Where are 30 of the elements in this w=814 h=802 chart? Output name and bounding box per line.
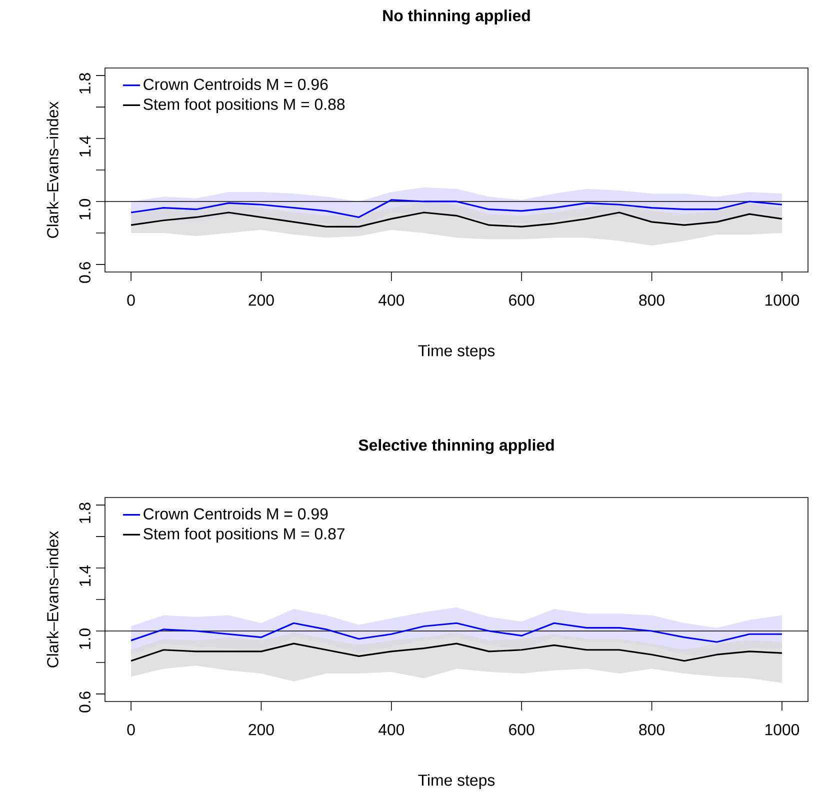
x-tick-label: 200 [248,294,274,306]
x-tick-label: 800 [639,724,664,736]
x-tick-label: 1000 [765,294,800,306]
x-tick-label: 400 [378,724,404,736]
x-axis-title: Time steps [418,344,495,360]
y-axis-title: Clark–Evans–index [46,531,58,668]
x-tick-label: 400 [378,294,404,306]
x-axis-title: Time steps [418,774,495,789]
y-axis-title: Clark–Evans–index [46,102,58,238]
x-tick-label: 0 [127,294,135,306]
legend-label: Stem foot positions M = 0.87 [144,528,344,543]
legend-label: Stem foot positions M = 0.88 [144,98,345,114]
x-tick-label: 0 [127,724,135,736]
legend-label: Crown Centroids M = 0.99 [144,508,328,520]
y-tick-label: 0.6 [79,262,90,283]
x-tick-label: 600 [509,724,534,736]
x-tick-label: 600 [509,294,534,306]
x-tick-label: 1000 [765,724,800,736]
chart-title: No thinning applied [383,10,530,25]
y-tick-label: 1.0 [79,628,90,649]
y-tick-label: 1.4 [80,136,90,156]
y-tick-label: 1.4 [80,565,90,586]
chart-title: Selective thinning applied [358,439,554,454]
x-tick-label: 800 [639,294,664,306]
y-tick-label: 0.6 [79,692,90,712]
x-tick-label: 200 [248,724,274,736]
legend-label: Crown Centroids M = 0.96 [144,78,328,90]
y-tick-label: 1.0 [79,199,90,220]
y-tick-label: 1.8 [79,73,90,94]
y-tick-label: 1.8 [79,502,90,523]
